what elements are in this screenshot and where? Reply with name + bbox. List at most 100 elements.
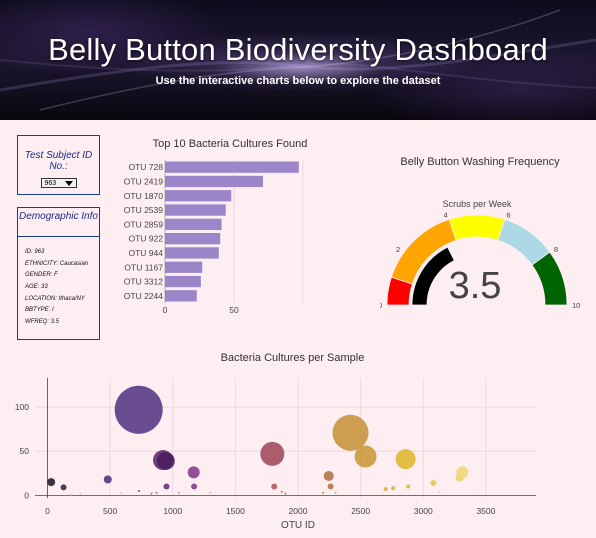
gauge-chart[interactable]: Scrubs per Week 0 2 4 6 8 10 3.5	[380, 195, 580, 315]
demographic-item-wfreq: WFREQ: 3.5	[25, 319, 60, 326]
bar-category-label: OTU 922	[129, 234, 164, 244]
bubble-y-tick-label: 100	[15, 402, 29, 412]
bubble-point	[334, 491, 337, 494]
bubble-point	[406, 484, 411, 489]
bubble-point	[456, 466, 469, 479]
bubble-point	[323, 470, 334, 481]
bubble-chart-title: Bacteria Cultures per Sample	[220, 352, 365, 364]
header-background	[0, 9, 596, 111]
demographic-info-title: Demographic Info	[18, 208, 99, 237]
bubble-point	[395, 449, 416, 470]
gauge-tick-label: 8	[554, 245, 558, 254]
bubble-x-tick-label: 2500	[351, 506, 370, 516]
bubble-x-tick-label: 500	[103, 506, 117, 516]
bubble-point	[260, 441, 285, 466]
bar-otu-2859	[165, 218, 222, 230]
bar-otu-3312	[165, 275, 201, 288]
subject-selector-label: Test Subject ID No.:	[24, 150, 93, 172]
demographic-item-ethnicity: ETHNICITY: Caucasian	[25, 260, 89, 267]
bar-category-label: OTU 3312	[124, 277, 163, 287]
subject-selector-panel: Test Subject ID No.: 963	[17, 135, 100, 195]
gauge-tick-label: 0	[380, 301, 382, 310]
bubble-point	[60, 484, 67, 491]
bar-category-label: OTU 2859	[124, 219, 163, 229]
bubble-point	[187, 466, 200, 479]
page-title: Belly Button Biodiversity Dashboard	[48, 32, 548, 67]
chevron-down-icon	[64, 181, 73, 186]
bar-chart[interactable]: OTU 728 OTU 2419 OTU 1870 OTU 2539 OTU 2859 O…	[110, 155, 330, 315]
bubble-point	[354, 445, 377, 468]
page-subtitle: Use the interactive charts below to expl…	[155, 75, 441, 87]
bubble-point	[119, 491, 122, 494]
bubble-point	[79, 492, 82, 495]
subject-id-value: 963	[44, 180, 57, 187]
bar-category-label: OTU 2244	[124, 291, 163, 301]
bubble-x-tick-label: 2000	[289, 506, 308, 516]
gauge-value-label: 3.5	[449, 265, 502, 307]
bar-otu-922	[165, 233, 221, 245]
gauge-tick-label: 6	[506, 211, 510, 220]
gauge-step-2	[448, 214, 506, 241]
bar-otu-2419	[165, 175, 263, 188]
bar-x-tick-label: 0	[163, 305, 168, 315]
bubble-point	[155, 491, 158, 494]
bubble-point	[271, 483, 278, 490]
demographic-item-location: LOCATION: Ithaca/NY	[25, 295, 85, 302]
bubble-point	[47, 478, 56, 487]
bubble-point	[150, 492, 153, 495]
bar-otu-1870	[165, 190, 232, 202]
bar-category-label: OTU 1167	[124, 262, 163, 272]
bubble-y-tick-label: 50	[20, 446, 30, 456]
bar-otu-2244	[165, 290, 197, 302]
bubble-x-tick-label: 3500	[476, 506, 495, 516]
subject-id-dropdown[interactable]: 963	[40, 178, 77, 188]
header-banner: Belly Button Biodiversity Dashboard Use …	[0, 0, 596, 120]
bubble-point	[430, 480, 437, 486]
bubble-point	[280, 490, 283, 493]
gauge-step-4	[531, 251, 568, 306]
bubble-point	[391, 486, 396, 491]
bubble-point	[163, 483, 170, 490]
demographic-info-panel: Demographic Info ID: 963 ETHNICITY: Cauc…	[17, 207, 100, 340]
bubble-point	[322, 491, 325, 494]
bubble-point	[69, 493, 72, 496]
bubble-point	[383, 487, 388, 492]
bar-otu-728	[165, 161, 299, 173]
bar-category-label: OTU 2419	[124, 176, 163, 186]
bubble-x-axis-label: OTU ID	[281, 520, 315, 531]
gauge-subtitle: Scrubs per Week	[443, 199, 512, 209]
bubble-point	[478, 489, 481, 492]
bubble-x-tick-label: 0	[45, 506, 50, 516]
bubble-point	[114, 385, 163, 434]
bubble-point	[332, 414, 369, 451]
demographic-item-age: AGE: 33	[25, 284, 48, 291]
demographic-item-bbtype: BBTYPE: I	[25, 307, 54, 314]
bubble-y-tick-label: 0	[24, 490, 29, 500]
bubble-point	[156, 451, 175, 470]
gauge-chart-title: Belly Button Washing Frequency	[400, 156, 560, 168]
bar-otu-1167	[165, 261, 203, 273]
bar-category-label: OTU 1870	[124, 191, 163, 201]
bubble-point	[178, 491, 181, 494]
bubble-x-tick-label: 1000	[163, 506, 182, 516]
bubble-point	[438, 490, 441, 493]
demographic-item-gender: GENDER: F	[25, 272, 58, 279]
bubble-point	[137, 489, 140, 492]
demographic-info-list: ID: 963 ETHNICITY: Caucasian GENDER: F A…	[18, 237, 99, 329]
gauge-tick-label: 10	[572, 301, 580, 310]
bar-x-tick-label: 50	[229, 305, 239, 315]
bubble-point	[103, 475, 112, 484]
bar-otu-944	[165, 247, 219, 259]
bar-chart-title: Top 10 Bacteria Cultures Found	[152, 138, 308, 150]
bubble-point	[327, 483, 334, 490]
bubble-point	[191, 483, 198, 490]
gauge-tick-label: 4	[443, 211, 447, 220]
bubble-x-tick-label: 3000	[414, 506, 433, 516]
gauge-value-bar	[411, 246, 455, 306]
bubble-x-tick-label: 1500	[226, 506, 245, 516]
gauge-tick-label: 2	[396, 245, 400, 254]
demographic-item-id: ID: 963	[25, 249, 45, 255]
bubble-point	[209, 491, 212, 494]
bar-otu-2539	[165, 204, 226, 216]
